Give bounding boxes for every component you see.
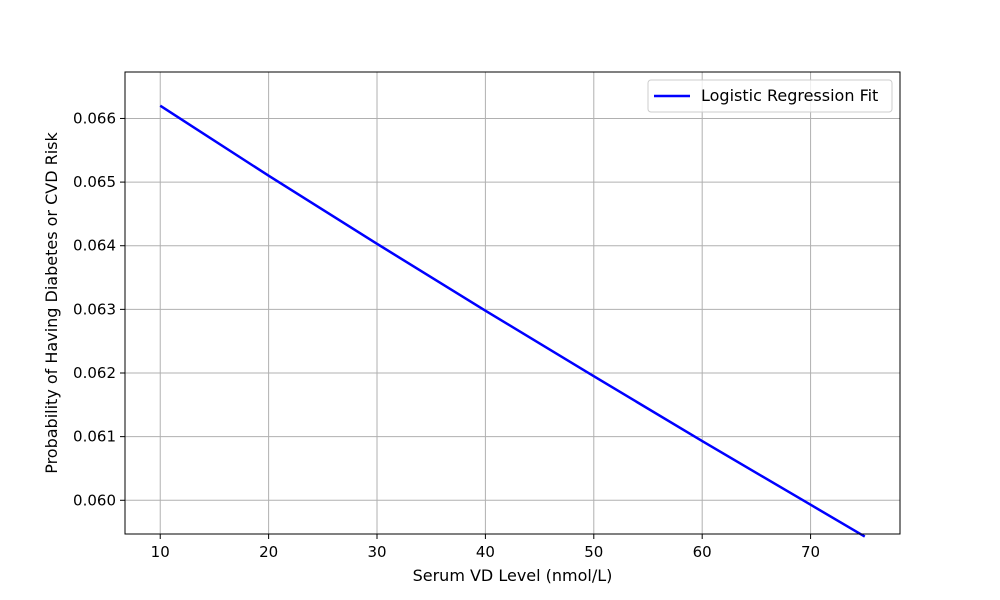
x-tick-label: 10 [151,543,170,561]
x-tick-label: 30 [367,543,386,561]
x-axis-label: Serum VD Level (nmol/L) [413,566,613,585]
y-tick-label: 0.063 [73,300,116,318]
x-axis: 10 20 30 40 50 60 70 [151,534,820,561]
y-tick-label: 0.065 [73,173,116,191]
series-layer [159,104,866,538]
x-tick-label: 70 [801,543,820,561]
y-axis-label: Probability of Having Diabetes or CVD Ri… [42,131,61,473]
x-tick-label: 50 [584,543,603,561]
plot-frame [124,71,901,535]
grid [125,72,900,534]
series-line-logistic-regression-fit [159,104,866,538]
y-tick-label: 0.061 [73,428,116,446]
x-tick-label: 20 [259,543,278,561]
x-tick-label: 40 [476,543,495,561]
legend-entry-logistic-regression-fit: Logistic Regression Fit [701,86,878,105]
y-axis: 0.060 0.061 0.062 0.063 0.064 0.065 0.066 [73,109,125,509]
y-tick-label: 0.066 [73,109,116,127]
legend-box [647,79,893,113]
y-tick-label: 0.064 [73,237,116,255]
x-tick-label: 60 [693,543,712,561]
y-tick-label: 0.062 [73,364,116,382]
legend: Logistic Regression Fit [647,79,893,113]
y-tick-label: 0.060 [73,491,116,509]
